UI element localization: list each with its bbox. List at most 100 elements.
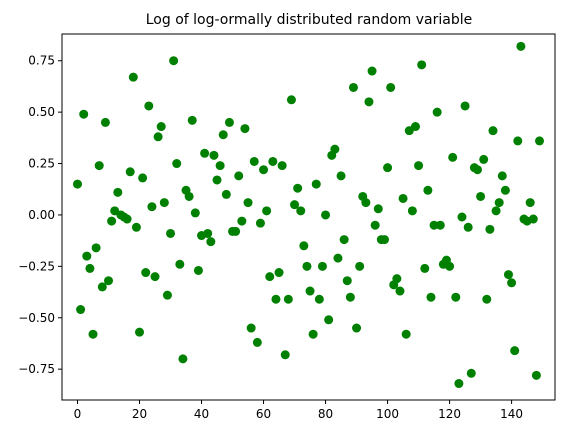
- data-point: [221, 189, 231, 199]
- data-point: [525, 198, 535, 208]
- x-tick-label: 40: [194, 407, 209, 421]
- data-point: [507, 278, 517, 288]
- data-point: [429, 220, 439, 230]
- data-point: [497, 171, 507, 181]
- data-point: [125, 167, 135, 177]
- data-point: [516, 41, 526, 51]
- data-point: [138, 173, 148, 183]
- data-point: [417, 60, 427, 70]
- x-tick-label: 80: [318, 407, 333, 421]
- data-point: [342, 276, 352, 286]
- data-point: [94, 161, 104, 171]
- data-point: [386, 82, 396, 92]
- data-point: [150, 272, 160, 282]
- y-tick-label: −0.25: [18, 259, 55, 273]
- data-point: [107, 216, 117, 226]
- data-point: [333, 253, 343, 263]
- y-tick-label: 0.00: [28, 208, 55, 222]
- data-point: [187, 115, 197, 125]
- data-point: [175, 259, 185, 269]
- data-point: [426, 292, 436, 302]
- data-point: [178, 354, 188, 364]
- data-point: [97, 282, 107, 292]
- data-point: [448, 152, 458, 162]
- data-point: [100, 117, 110, 127]
- axes-frame: [61, 33, 556, 401]
- data-point: [283, 294, 293, 304]
- data-point: [169, 56, 179, 66]
- x-tick-label: 60: [256, 407, 271, 421]
- data-point: [305, 286, 315, 296]
- data-point: [472, 165, 482, 175]
- data-point: [159, 198, 169, 208]
- data-point: [367, 66, 377, 76]
- data-point: [308, 329, 318, 339]
- data-point: [485, 224, 495, 234]
- data-point: [339, 235, 349, 245]
- data-point: [249, 156, 259, 166]
- y-tick-label: 0.75: [28, 54, 55, 68]
- data-point: [451, 292, 461, 302]
- data-point: [314, 294, 324, 304]
- data-point: [166, 228, 176, 238]
- data-point: [336, 171, 346, 181]
- data-point: [401, 329, 411, 339]
- data-point: [534, 136, 544, 146]
- y-tick-label: 0.50: [28, 105, 55, 119]
- data-point: [352, 323, 362, 333]
- data-point: [231, 226, 241, 236]
- data-point: [274, 268, 284, 278]
- data-point: [457, 212, 467, 222]
- data-point: [330, 144, 340, 154]
- data-point: [370, 220, 380, 230]
- y-tick-label: −0.75: [18, 362, 55, 376]
- data-point: [82, 251, 92, 261]
- data-point: [482, 294, 492, 304]
- data-point: [398, 193, 408, 203]
- data-point: [203, 228, 213, 238]
- data-point: [324, 315, 334, 325]
- data-point: [410, 122, 420, 132]
- data-point: [162, 290, 172, 300]
- data-point: [147, 202, 157, 212]
- data-point: [348, 82, 358, 92]
- data-point: [156, 122, 166, 132]
- x-tick-label: 20: [132, 407, 147, 421]
- data-point: [361, 198, 371, 208]
- x-tick-label: 120: [438, 407, 461, 421]
- data-point: [237, 216, 247, 226]
- data-point: [299, 241, 309, 251]
- data-point: [500, 185, 510, 195]
- data-point: [184, 191, 194, 201]
- data-point: [414, 161, 424, 171]
- data-point: [392, 274, 402, 284]
- data-point: [311, 179, 321, 189]
- x-tick-label: 140: [500, 407, 523, 421]
- data-point: [454, 379, 464, 389]
- data-point: [296, 206, 306, 216]
- data-point: [212, 175, 222, 185]
- data-point: [234, 171, 244, 181]
- y-tick-label: −0.50: [18, 311, 55, 325]
- data-point: [463, 222, 473, 232]
- data-point: [215, 161, 225, 171]
- data-point: [513, 136, 523, 146]
- data-point: [345, 292, 355, 302]
- data-point: [172, 159, 182, 169]
- data-point: [445, 261, 455, 271]
- data-point: [531, 370, 541, 380]
- data-point: [104, 276, 114, 286]
- data-point: [290, 200, 300, 210]
- data-point: [265, 272, 275, 282]
- data-point: [255, 218, 265, 228]
- data-point: [85, 263, 95, 273]
- data-point: [373, 204, 383, 214]
- data-point: [135, 327, 145, 337]
- data-point: [432, 107, 442, 117]
- data-point: [240, 124, 250, 134]
- data-point: [88, 329, 98, 339]
- data-point: [252, 337, 262, 347]
- data-points: [73, 41, 544, 389]
- data-point: [383, 163, 393, 173]
